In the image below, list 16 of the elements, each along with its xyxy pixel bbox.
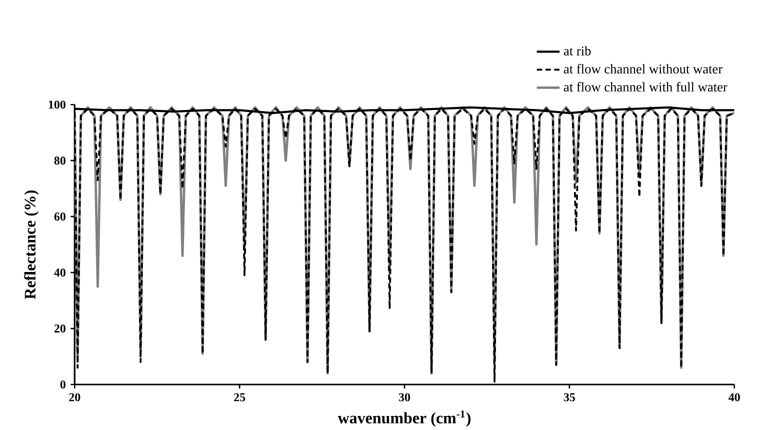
x-axis-title: wavenumber (cm$^{-1}$)	[338, 410, 471, 427]
y-tick-label: 60	[54, 212, 66, 221]
x-tick-label: 30	[398, 393, 410, 402]
legend-label: at flow channel without water	[564, 64, 722, 74]
y-tick-label: 100	[48, 100, 66, 109]
x-tick-label: 25	[234, 393, 246, 402]
legend-label: at rib	[564, 46, 591, 56]
x-tick-label: 40	[728, 393, 740, 402]
y-tick-label: 20	[54, 324, 66, 333]
y-tick-label: 0	[60, 380, 66, 389]
legend-label: at flow channel with full water	[564, 82, 728, 92]
x-tick-label: 35	[564, 393, 575, 402]
y-tick-label: 40	[54, 268, 66, 277]
y-tick-label: 80	[54, 156, 66, 165]
x-tick-label: 20	[69, 393, 80, 402]
y-axis-title: Reflectance (%)	[24, 190, 39, 300]
